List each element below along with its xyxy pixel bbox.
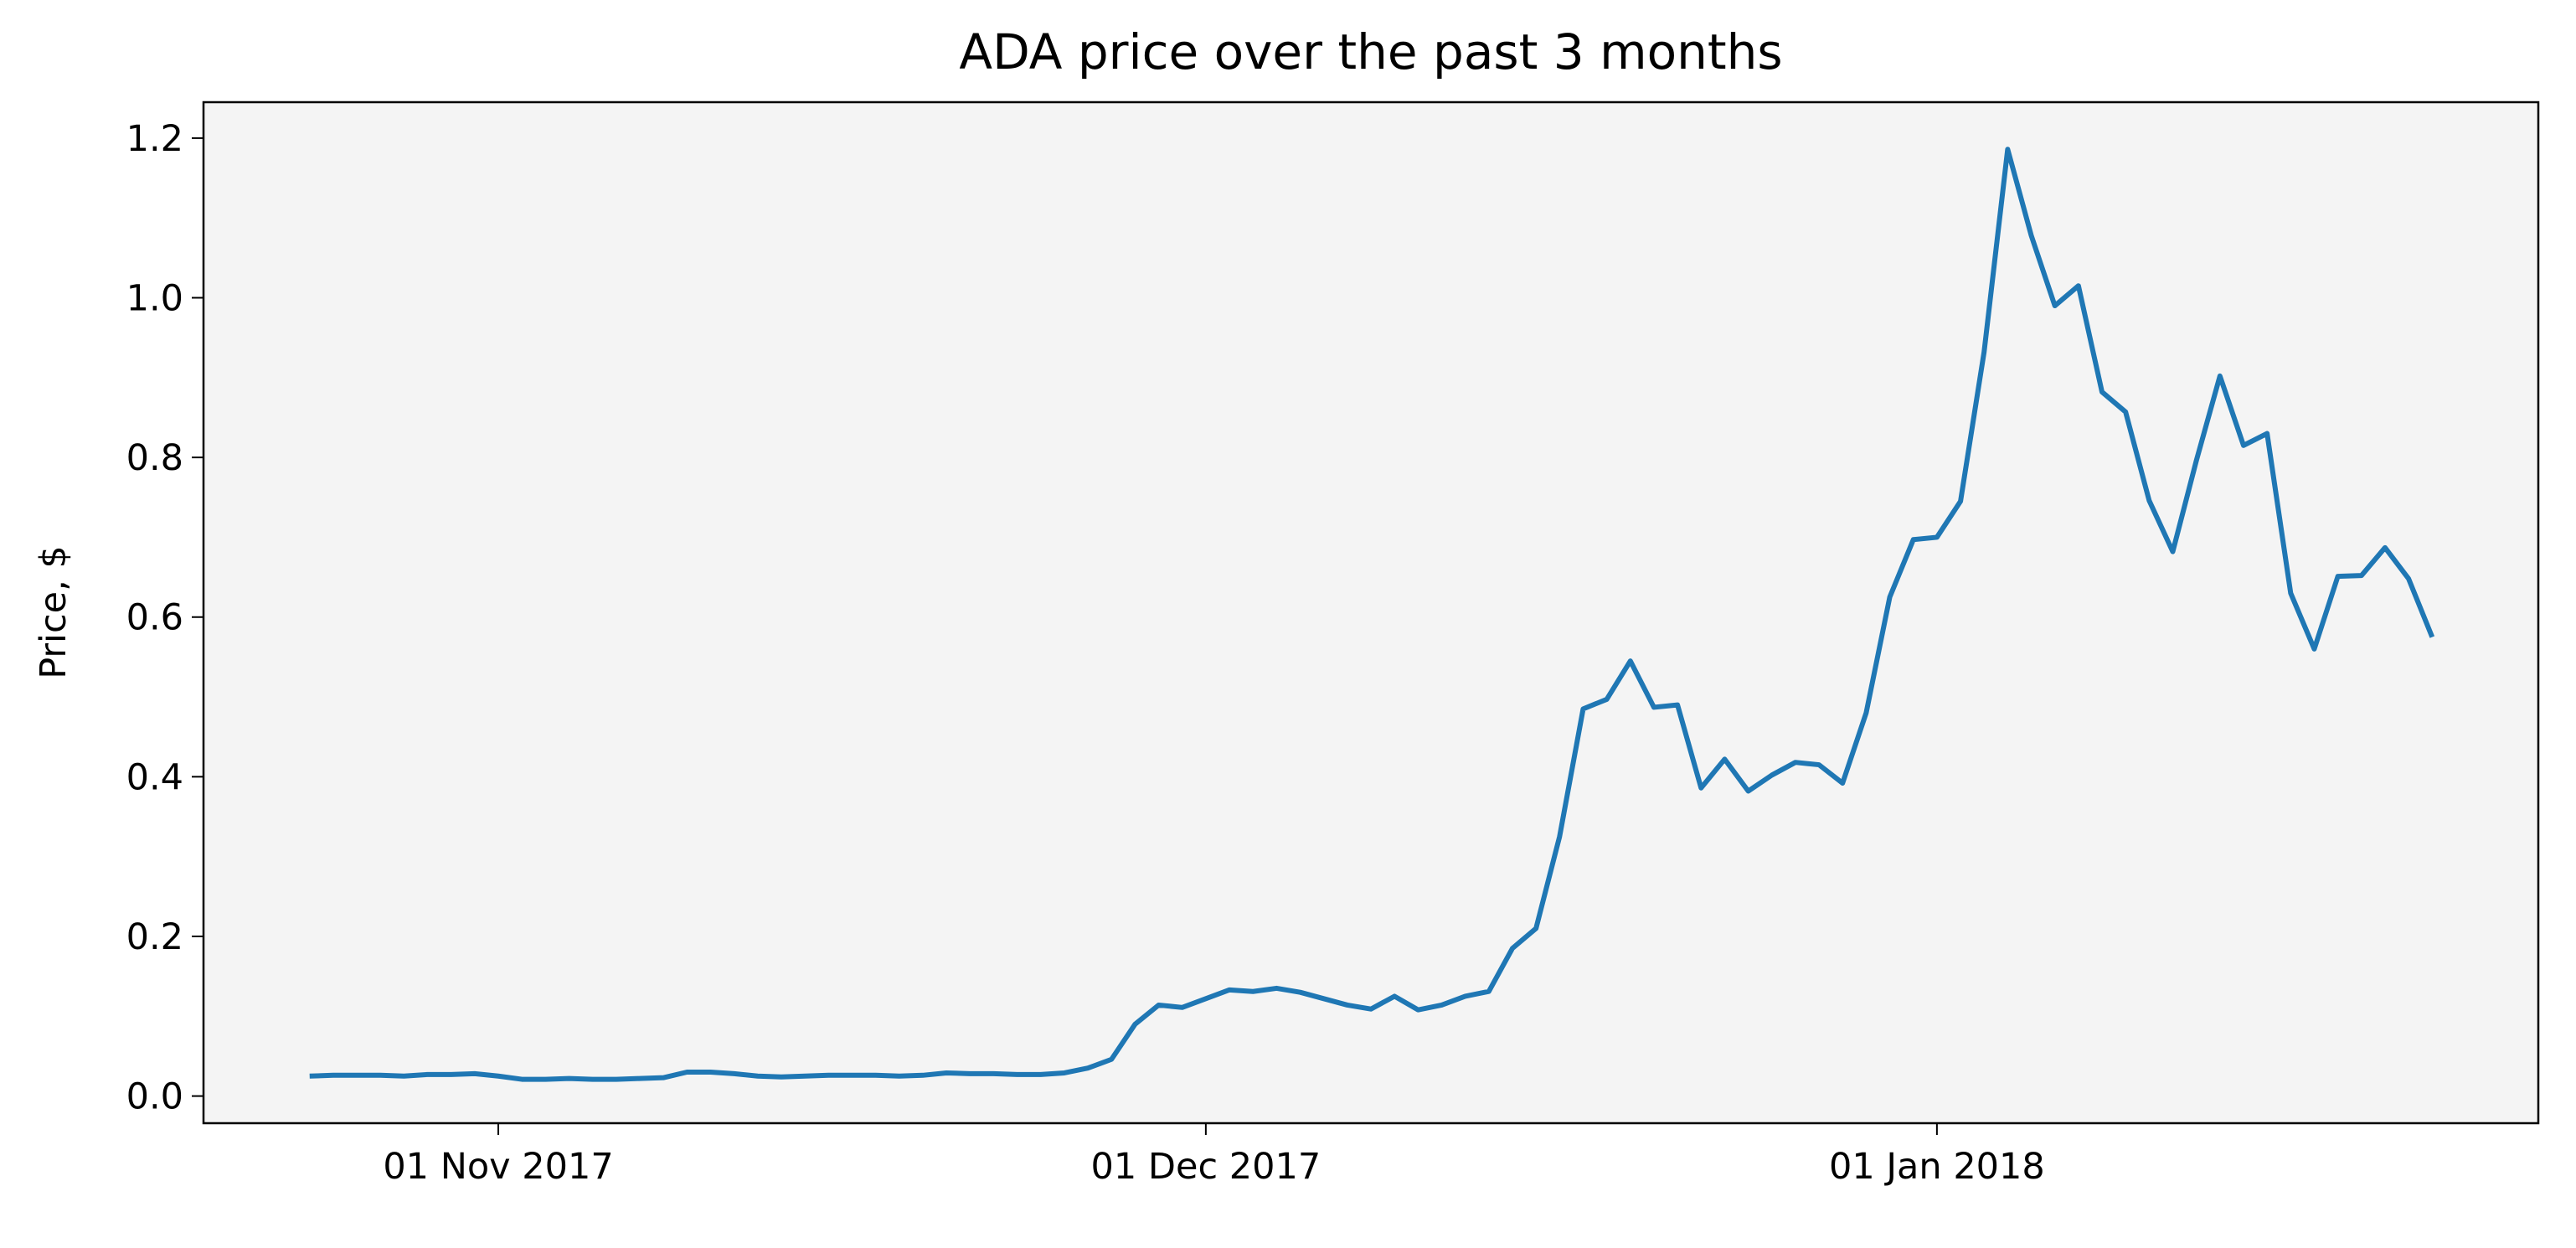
x-tick-label: 01 Nov 2017 [383, 1146, 613, 1188]
y-tick-label: 1.0 [126, 278, 183, 320]
y-axis-label: Price, $ [33, 545, 75, 679]
chart-title: ADA price over the past 3 months [959, 23, 1782, 80]
y-tick-label: 0.2 [126, 916, 183, 958]
y-tick-label: 0.6 [126, 597, 183, 639]
x-tick-label: 01 Dec 2017 [1091, 1146, 1321, 1188]
price-line [309, 147, 2435, 1082]
plot-area [204, 102, 2538, 1123]
y-tick-label: 0.4 [126, 756, 183, 798]
x-tick-label: 01 Jan 2018 [1829, 1146, 2045, 1188]
plot-frame [202, 101, 2540, 1125]
y-tick-label: 1.2 [126, 118, 183, 160]
y-tick-label: 0.0 [126, 1076, 183, 1118]
y-tick-label: 0.8 [126, 437, 183, 479]
